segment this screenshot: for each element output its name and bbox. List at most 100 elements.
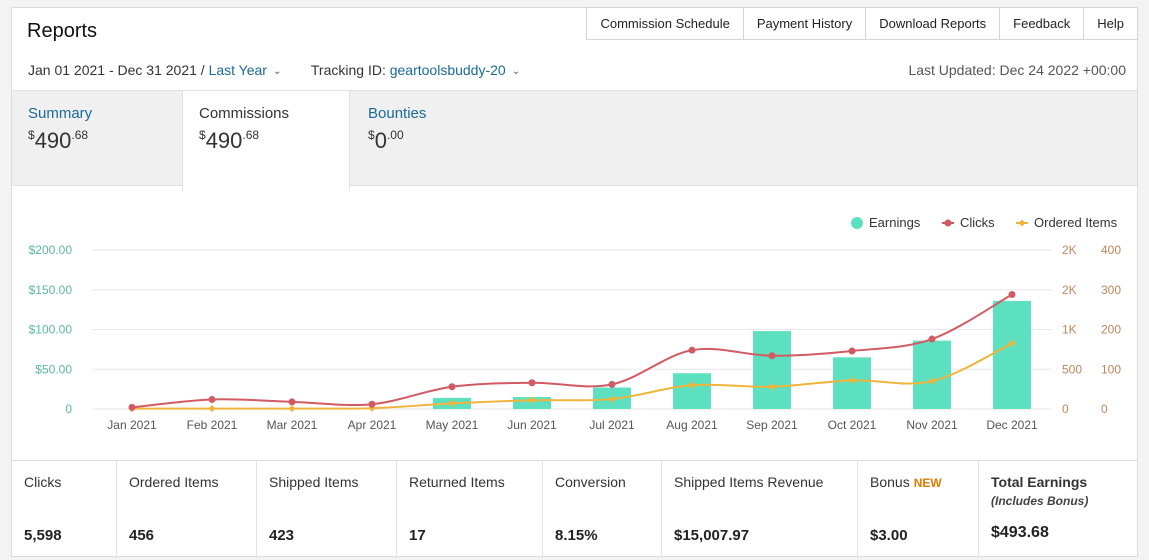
- mid-tick-label: 2K: [1062, 243, 1077, 257]
- legend-label: Earnings: [869, 215, 921, 230]
- period-label: Last Year: [208, 62, 267, 78]
- date-row: Jan 01 2021 - Dec 31 2021 / Last Year ⌄ T…: [28, 62, 520, 78]
- date-range: Jan 01 2021 - Dec 31 2021 /: [28, 62, 205, 78]
- nav-commission-schedule[interactable]: Commission Schedule: [586, 7, 744, 40]
- clicks-point: [688, 346, 696, 354]
- nav-feedback[interactable]: Feedback: [1000, 7, 1085, 40]
- ordered-items-point: [448, 399, 456, 407]
- ordered-items-point: [608, 395, 616, 403]
- earnings-bar: [993, 300, 1031, 409]
- clicks-point: [1008, 291, 1016, 299]
- earnings-bar: [753, 331, 791, 409]
- ordered-items-point: [768, 383, 776, 391]
- currency-symbol: $: [199, 128, 206, 142]
- earnings-chart: 0 0 0 $50.00 500 100 $100.00 1K 200 $150.00 2K 300 $…: [29, 215, 1122, 432]
- ordered-items-point: [688, 381, 696, 389]
- new-badge: NEW: [913, 476, 942, 490]
- x-tick-label: Apr 2021: [348, 418, 397, 432]
- right-tick-label: 300: [1101, 283, 1121, 297]
- stat-value: 17: [409, 527, 426, 544]
- left-tick-label: 0: [65, 402, 72, 416]
- clicks-line: [131, 293, 1013, 409]
- stat-value: $493.68: [991, 524, 1049, 541]
- tab-label: Commissions: [199, 105, 290, 122]
- mid-tick-label: 0: [1062, 402, 1069, 416]
- earnings-bar: [913, 340, 951, 409]
- tab-amount: $0.00: [368, 128, 506, 154]
- amount-cents: .00: [386, 128, 404, 142]
- left-tick-label: $200.00: [29, 243, 73, 257]
- currency-symbol: $: [368, 128, 375, 142]
- x-tick-label: Oct 2021: [828, 418, 877, 432]
- stat-label: Clicks: [24, 474, 62, 490]
- x-tick-label: Sep 2021: [746, 418, 798, 432]
- left-tick-label: $100.00: [29, 323, 73, 337]
- clicks-point: [448, 383, 456, 391]
- x-tick-label: May 2021: [426, 418, 479, 432]
- ordered-items-point: [288, 405, 296, 413]
- clicks-point: [848, 347, 856, 355]
- x-tick-label: Jul 2021: [589, 418, 635, 432]
- right-tick-label: 400: [1101, 243, 1121, 257]
- amount-whole: 0: [374, 128, 387, 153]
- page-title: Reports: [27, 20, 98, 42]
- tab-summary[interactable]: Summary $490.68: [12, 91, 182, 187]
- stats-row: Clicks 5,598 Ordered Items 456 Shipped I…: [12, 460, 1137, 558]
- ordered-items-point: [208, 405, 216, 413]
- stat-returned-items: Returned Items 17: [397, 461, 543, 558]
- mid-tick-label: 2K: [1062, 283, 1077, 297]
- x-tick-label: Feb 2021: [187, 418, 238, 432]
- nav-download-reports[interactable]: Download Reports: [866, 7, 1001, 40]
- legend-earnings-icon: [851, 217, 863, 229]
- left-tick-label: $50.00: [35, 362, 72, 376]
- clicks-point: [368, 400, 376, 408]
- stat-value: 423: [269, 527, 295, 544]
- stat-label: Total Earnings: [991, 474, 1088, 490]
- tab-bounties[interactable]: Bounties $0.00: [352, 91, 522, 187]
- x-tick-label: Dec 2021: [986, 418, 1038, 432]
- stat-label: Bonus NEW: [870, 474, 966, 490]
- nav-help[interactable]: Help: [1084, 7, 1138, 40]
- legend-label: Clicks: [960, 215, 995, 230]
- clicks-point: [768, 352, 776, 360]
- period-dropdown[interactable]: Last Year ⌄: [209, 62, 282, 78]
- right-tick-label: 200: [1101, 323, 1121, 337]
- stat-sublabel: (Includes Bonus): [991, 494, 1089, 508]
- left-tick-label: $150.00: [29, 283, 73, 297]
- x-tick-label: Nov 2021: [906, 418, 958, 432]
- tab-commissions[interactable]: Commissions $490.68: [182, 91, 350, 191]
- summary-tabs: Summary $490.68 Commissions $490.68 Boun…: [12, 90, 1137, 191]
- ordered-items-point: [528, 396, 536, 404]
- stat-value: 5,598: [24, 527, 62, 544]
- tracking-id-dropdown[interactable]: geartoolsbuddy-20 ⌄: [390, 62, 520, 78]
- mid-tick-label: 1K: [1062, 323, 1077, 337]
- amount-whole: 490: [34, 128, 72, 153]
- currency-symbol: $: [28, 128, 35, 142]
- stat-ordered-items: Ordered Items 456: [117, 461, 257, 558]
- amount-cents: .68: [71, 128, 89, 142]
- x-tick-label: Jan 2021: [107, 418, 157, 432]
- nav-payment-history[interactable]: Payment History: [743, 7, 867, 40]
- bonus-label: Bonus: [870, 474, 910, 490]
- right-tick-label: 0: [1101, 402, 1108, 416]
- amount-whole: 490: [205, 128, 243, 153]
- stat-label: Conversion: [555, 474, 626, 490]
- clicks-point: [208, 395, 216, 403]
- stat-bonus: Bonus NEW $3.00: [858, 461, 979, 558]
- legend-ordered-icon: [1018, 219, 1026, 227]
- tracking-label: Tracking ID:: [310, 62, 386, 78]
- chevron-down-icon: ⌄: [272, 66, 282, 77]
- clicks-point: [608, 380, 616, 388]
- last-updated: Last Updated: Dec 24 2022 +00:00: [908, 62, 1126, 78]
- chevron-down-icon: ⌄: [511, 66, 521, 77]
- tab-amount: $490.68: [199, 128, 333, 154]
- top-nav: Commission Schedule Payment History Down…: [586, 7, 1138, 40]
- clicks-point: [528, 379, 536, 387]
- legend-label: Ordered Items: [1034, 215, 1118, 230]
- stat-value: 456: [129, 527, 155, 544]
- legend-clicks-icon: [944, 219, 952, 227]
- stat-label: Shipped Items: [269, 474, 359, 490]
- mid-tick-label: 500: [1062, 362, 1082, 376]
- tab-label: Summary: [28, 105, 93, 122]
- tab-amount: $490.68: [28, 128, 166, 154]
